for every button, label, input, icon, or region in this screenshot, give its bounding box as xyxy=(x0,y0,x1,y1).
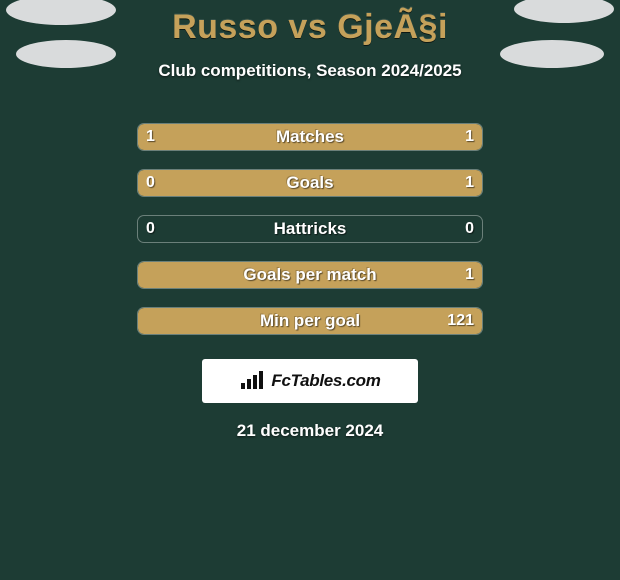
club-right-logo-placeholder xyxy=(500,40,604,68)
source-badge-text: FcTables.com xyxy=(271,371,380,391)
stat-row: 1 Goals per match xyxy=(0,261,620,289)
stat-row: 0 1 Goals xyxy=(0,169,620,197)
stat-bar: 0 0 Hattricks xyxy=(137,215,483,243)
source-badge: FcTables.com xyxy=(202,359,418,403)
bar-fill-right xyxy=(138,262,482,288)
club-left-logo-placeholder xyxy=(16,40,116,68)
stat-value-right: 0 xyxy=(430,216,474,242)
stat-bar: 1 Goals per match xyxy=(137,261,483,289)
stat-row: 0 0 Hattricks xyxy=(0,215,620,243)
stat-bar: 0 1 Goals xyxy=(137,169,483,197)
stat-bar: 121 Min per goal xyxy=(137,307,483,335)
bar-fill-right xyxy=(138,308,482,334)
bar-fill-left xyxy=(138,170,200,196)
stat-value-left: 0 xyxy=(146,216,190,242)
bar-fill-right xyxy=(200,170,482,196)
date-text: 21 december 2024 xyxy=(0,421,620,441)
stat-row: 1 1 Matches xyxy=(0,123,620,151)
comparison-card: Russo vs GjeÃ§i Club competitions, Seaso… xyxy=(0,0,620,580)
bars-icon xyxy=(239,371,265,391)
bar-fill-left xyxy=(138,124,310,150)
stat-bar: 1 1 Matches xyxy=(137,123,483,151)
bar-fill-right xyxy=(310,124,482,150)
stat-rows: 1 1 Matches 0 1 Goals 0 0 Hattricks xyxy=(0,123,620,335)
stat-label: Hattricks xyxy=(138,216,482,242)
stat-row: 121 Min per goal xyxy=(0,307,620,335)
